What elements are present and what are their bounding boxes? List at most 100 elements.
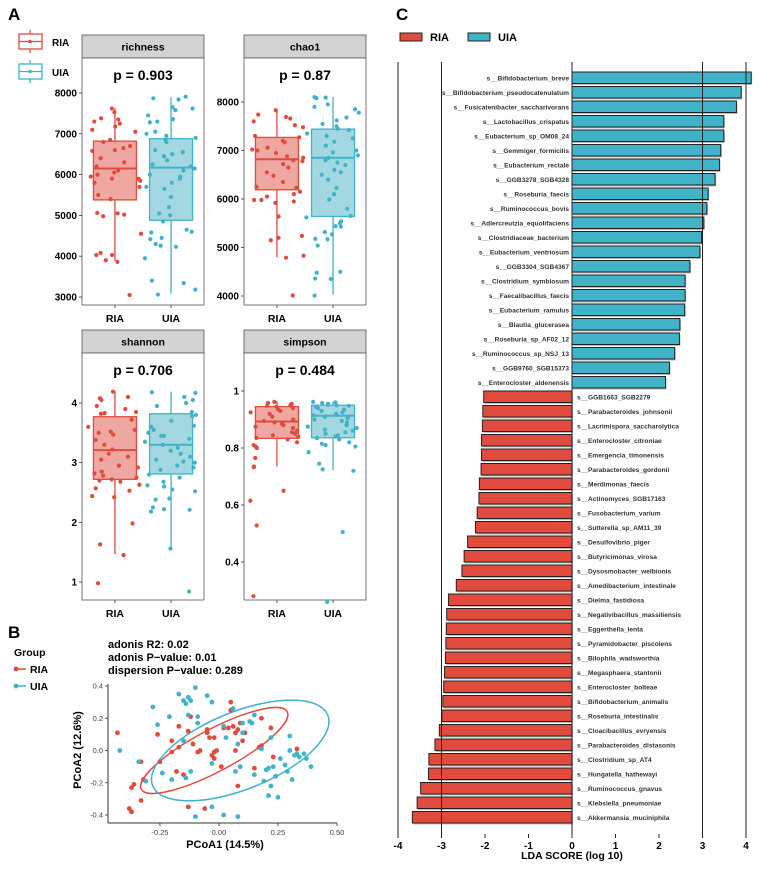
lda-species-label: s__Eggerthella_lenta (577, 627, 643, 634)
data-point-ria (294, 185, 299, 190)
x-tick-label: RIA (106, 608, 125, 620)
lda-species-label: s__Desulfovibrio_piger (577, 540, 650, 547)
panel-label-b: B (8, 623, 20, 642)
data-point-uia (170, 105, 175, 110)
x-tick-label: RIA (268, 313, 287, 325)
data-point-uia (147, 120, 152, 125)
lda-bar-ria (480, 463, 573, 476)
data-point-uia (173, 244, 179, 249)
facet-shannon: shannon p = 0.706 1 2 3 4 RIA UIA (71, 329, 205, 620)
data-point-uia (314, 435, 320, 441)
lda-species-label: s__Faecalibacillus_faecis (489, 293, 570, 300)
lda-bar-ria (446, 608, 573, 621)
pcoa-point-ria (240, 738, 245, 744)
data-point-ria (115, 211, 120, 216)
data-point-uia (187, 507, 192, 512)
lda-species-label: s__Merdimonas_faecis (577, 482, 650, 489)
data-point-ria (115, 259, 120, 265)
lda-bar-uia (571, 289, 686, 302)
data-point-ria (254, 523, 259, 528)
data-point-ria (125, 454, 131, 459)
data-point-ria (92, 471, 97, 476)
y-tick-label: 8000 (55, 89, 78, 100)
data-point-uia (340, 410, 345, 415)
data-point-uia (147, 172, 152, 177)
data-point-uia (312, 293, 317, 298)
pcoa-point-ria (155, 731, 160, 737)
data-point-ria (251, 594, 256, 599)
lda-species-label: s__GGB3304_SGB4367 (496, 264, 570, 271)
pcoa-point-uia (230, 706, 236, 711)
data-point-ria (288, 116, 293, 121)
data-point-ria (137, 184, 142, 189)
data-point-ria (284, 154, 290, 159)
lda-bar-ria (478, 477, 573, 490)
data-point-ria (300, 159, 305, 164)
annotation-adonis-r2: adonis R2: 0.02 (108, 639, 189, 651)
data-point-uia (326, 177, 331, 182)
lda-bar-ria (455, 579, 573, 592)
data-point-ria (291, 158, 296, 163)
data-point-uia (333, 224, 338, 229)
lda-species-label: s__Roseburia_faecis (503, 192, 569, 199)
data-point-uia (168, 213, 173, 218)
pcoa-point-uia (183, 775, 189, 781)
pcoa-point-uia (183, 701, 189, 707)
pcoa-point-ria (174, 769, 179, 774)
pcoa-point-uia (169, 777, 175, 782)
pcoa-point-ria (211, 756, 217, 761)
lda-bar-uia (571, 260, 691, 273)
panel-b-legend: Group RIA UIA (13, 647, 49, 693)
data-point-uia (323, 95, 328, 100)
data-point-uia (190, 414, 195, 419)
data-point-uia (144, 131, 149, 136)
data-point-uia (169, 418, 174, 423)
data-point-ria (253, 424, 258, 429)
data-point-ria (112, 495, 117, 500)
pcoa-point-ria (268, 725, 274, 731)
data-point-uia (168, 448, 173, 453)
pcoa-point-uia (192, 685, 198, 691)
lda-species-label: s__Eubacterium_ramulus (489, 308, 570, 315)
lda-bar-uia (571, 347, 676, 360)
facet-title: shannon (121, 337, 165, 349)
pcoa-point-ria (235, 727, 241, 732)
data-point-ria (112, 148, 117, 153)
data-point-ria (291, 199, 296, 204)
lda-bar-uia (571, 376, 667, 389)
legend-label-ria: RIA (52, 38, 69, 49)
data-point-ria (286, 165, 291, 170)
pcoa-point-ria (226, 725, 231, 731)
pcoa-point-uia (188, 769, 194, 774)
data-point-ria (95, 210, 100, 216)
data-point-uia (142, 256, 148, 261)
data-point-uia (175, 463, 180, 468)
data-point-uia (142, 439, 148, 444)
data-point-uia (178, 451, 183, 456)
pcoa-point-uia (285, 769, 290, 774)
pcoa-point-uia (251, 712, 257, 718)
data-point-uia (155, 292, 161, 297)
data-point-uia (338, 170, 343, 175)
y-tick-label: 4000 (217, 292, 240, 303)
data-point-uia (312, 104, 317, 109)
pcoa-point-uia (308, 764, 314, 770)
data-point-ria (297, 135, 302, 140)
data-point-ria (102, 442, 107, 447)
legend-label-uia-b: UIA (30, 681, 49, 693)
legend-swatch-ria-c (399, 32, 423, 42)
data-point-uia (192, 460, 197, 465)
data-point-uia (322, 229, 327, 235)
data-point-uia (157, 211, 162, 216)
lda-bar-ria (438, 724, 573, 737)
data-point-uia (332, 139, 337, 144)
pcoa-x-tick-label: 0.50 (330, 828, 345, 837)
data-point-uia (181, 459, 186, 464)
data-point-uia (314, 96, 319, 101)
pcoa-point-ria (233, 748, 238, 753)
pcoa-ylabel: PCoA2 (12.6%) (72, 711, 84, 789)
data-point-ria (276, 235, 281, 240)
data-point-ria (116, 463, 121, 468)
data-point-uia (319, 441, 324, 446)
x-tick-label: UIA (324, 313, 343, 325)
